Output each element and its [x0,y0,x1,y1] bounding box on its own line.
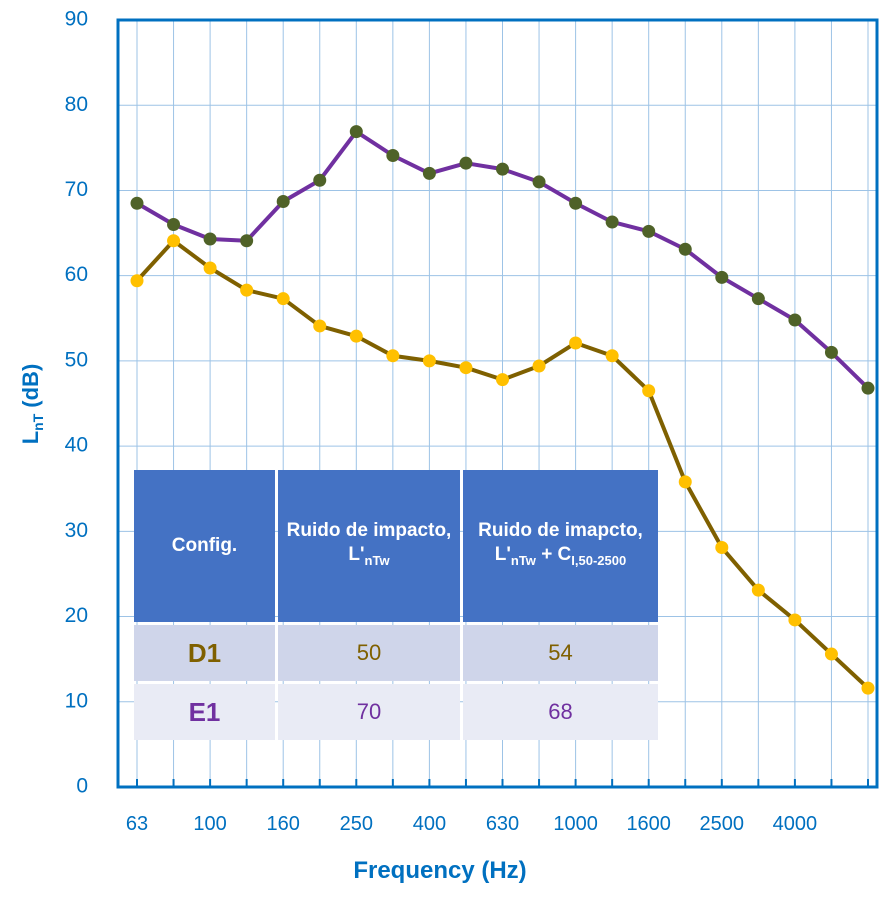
data-point [715,270,729,284]
y-tick-label: 60 [65,263,88,286]
data-point [203,232,217,246]
data-point [605,349,619,363]
header-text: Ruido de impacto, [286,520,452,542]
row-label: D1 [134,625,275,681]
data-point [276,292,290,306]
table-value: 70 [278,684,460,740]
data-point [167,234,181,248]
data-point [569,196,583,210]
data-point [130,274,144,288]
x-tick-label: 1000 [553,813,598,835]
data-point [751,583,765,597]
header-symbol: L' [494,544,511,566]
y-label-unit: (dB) [18,364,43,408]
header-symbol: L' [348,544,365,566]
x-tick-label: 160 [267,813,300,835]
data-point [751,292,765,306]
data-point [642,224,656,238]
y-label-sub: nT [30,413,46,431]
plot-frame [116,18,879,789]
header-cell: Config. [134,470,275,622]
data-point [349,125,363,139]
x-tick-label: 100 [193,813,226,835]
table-value: 54 [463,625,658,681]
data-point [678,242,692,256]
data-point [496,162,509,176]
header-sub: nTw [510,552,536,568]
data-point [459,361,473,375]
data-point [824,647,838,661]
x-axis-label: Frequency (Hz) [353,857,526,884]
data-point [824,345,838,359]
header-text: Ruido de imapcto, [478,520,643,542]
data-point [422,354,436,368]
header-sub: I,50-2500 [571,552,627,568]
x-tick-label: 2500 [700,813,745,835]
data-point [532,175,546,189]
x-tick-label: 4000 [773,813,818,835]
header-plus: + C [541,544,572,566]
header-sub: nTw [364,552,390,568]
x-tick-label: 1600 [626,813,671,835]
data-point [678,475,692,489]
data-point [496,373,509,387]
header-text: Config. [171,535,238,556]
y-tick-label: 20 [65,604,88,627]
data-point [569,336,583,350]
table-value: 68 [463,684,658,740]
y-tick-label: 50 [65,348,88,371]
data-point [861,681,875,695]
data-point [386,149,400,163]
y-tick-label: 40 [65,434,88,457]
data-point [130,196,144,210]
y-tick-label: 30 [65,519,88,542]
y-tick-label: 10 [65,689,88,712]
data-point [349,329,363,343]
data-point [715,541,729,555]
data-point [459,156,473,170]
table-value: 50 [278,625,460,681]
summary-table: Config. Ruido de impacto, L'nTw Ruido de … [131,467,661,743]
data-point [240,234,254,248]
header-cell: Ruido de impacto, L'nTw [278,470,460,622]
row-label: E1 [134,684,275,740]
x-tick-label: 400 [413,813,446,835]
x-tick-label: 250 [340,813,373,835]
data-point [313,319,327,333]
y-tick-label: 80 [65,93,88,116]
data-point [642,384,656,398]
y-tick-label: 90 [65,8,88,31]
y-axis-label: LnT (dB) [18,364,46,445]
data-point [313,173,327,187]
data-point [532,359,546,373]
x-tick-label: 63 [126,813,148,835]
data-point [167,218,181,232]
data-point [422,166,436,180]
data-point [386,349,400,363]
data-point [605,215,619,229]
data-point [203,261,217,275]
data-point [788,313,802,327]
header-cell: Ruido de imapcto, L'nTw + CI,50-2500 [463,470,658,622]
y-tick-label: 0 [76,775,88,798]
data-point [276,195,290,209]
data-point [788,613,802,627]
data-point [861,381,875,395]
y-label-symbol: L [18,431,43,444]
y-tick-label: 70 [65,178,88,201]
data-point [240,283,254,297]
x-tick-label: 630 [486,813,519,835]
